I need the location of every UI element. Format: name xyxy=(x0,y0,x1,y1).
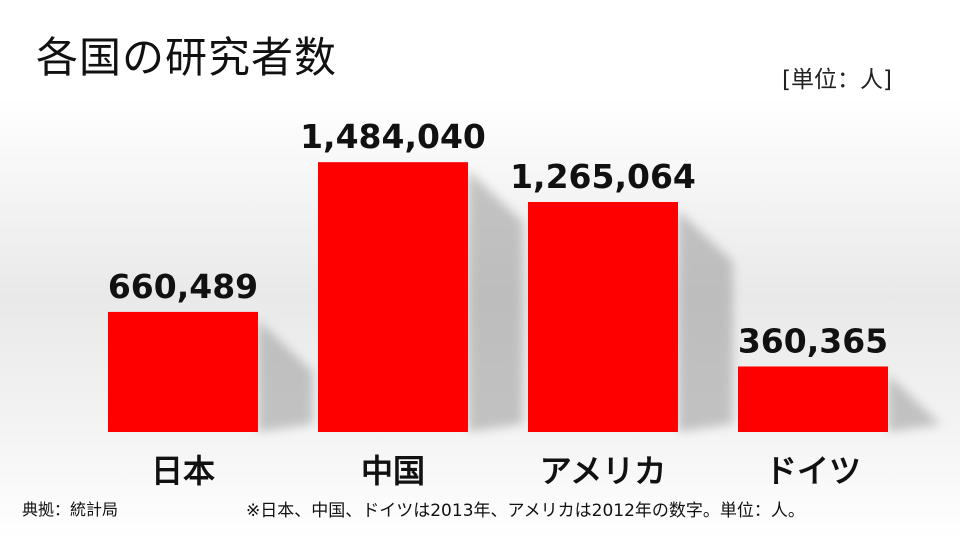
bar-shadow xyxy=(888,374,943,432)
value-label: 1,265,064 xyxy=(510,157,696,196)
value-label: 660,489 xyxy=(108,267,258,306)
source-label: 典拠：統計局 xyxy=(22,500,119,519)
bar-1 xyxy=(318,162,468,432)
bar-3 xyxy=(738,366,888,432)
bar-shadow xyxy=(258,319,313,432)
category-label: ドイツ xyxy=(765,452,861,490)
category-label: 中国 xyxy=(361,452,425,490)
category-label: アメリカ xyxy=(540,452,666,490)
bar-0 xyxy=(108,311,258,432)
footnote: ※日本、中国、ドイツは2013年、アメリカは2012年の数字。単位：人。 xyxy=(246,501,805,521)
category-label: 日本 xyxy=(151,452,215,490)
unit-label: [単位：人] xyxy=(782,67,892,93)
chart-title: 各国の研究者数 xyxy=(36,33,338,82)
bar-2 xyxy=(528,201,678,432)
value-label: 1,484,040 xyxy=(300,117,486,156)
bar-shadow xyxy=(468,170,523,432)
bar-shadow xyxy=(678,209,733,432)
value-label: 360,365 xyxy=(738,321,888,360)
